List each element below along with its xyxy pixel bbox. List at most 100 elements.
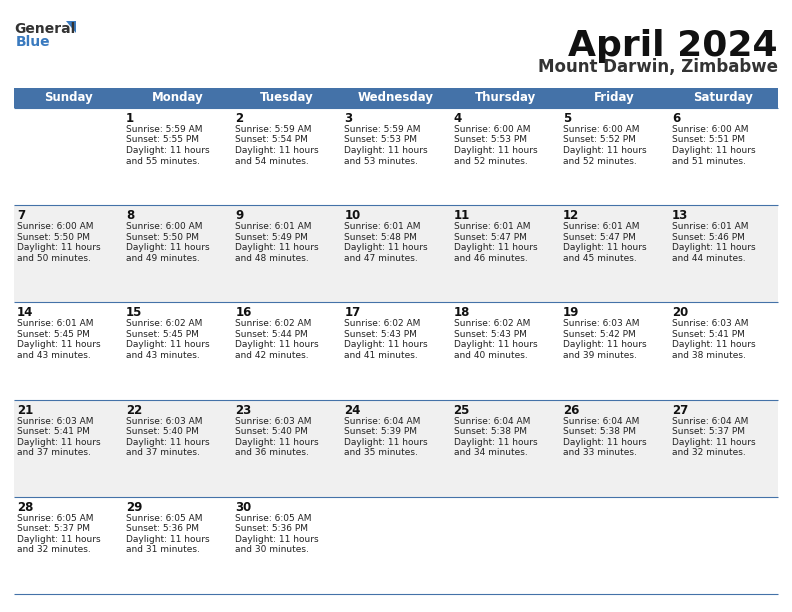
Text: 10: 10 [345,209,360,222]
Text: Daylight: 11 hours: Daylight: 11 hours [126,340,210,349]
Text: and 36 minutes.: and 36 minutes. [235,448,309,457]
Text: 23: 23 [235,403,252,417]
Text: and 37 minutes.: and 37 minutes. [17,448,91,457]
Text: Sunset: 5:43 PM: Sunset: 5:43 PM [454,330,527,339]
Text: and 52 minutes.: and 52 minutes. [562,157,637,165]
Text: Sunset: 5:40 PM: Sunset: 5:40 PM [235,427,308,436]
Text: Sunset: 5:42 PM: Sunset: 5:42 PM [562,330,635,339]
Text: Sunrise: 6:01 AM: Sunrise: 6:01 AM [454,222,530,231]
Text: 25: 25 [454,403,470,417]
Text: and 35 minutes.: and 35 minutes. [345,448,418,457]
Text: Wednesday: Wednesday [358,92,434,105]
Text: and 54 minutes.: and 54 minutes. [235,157,309,165]
Text: Sunrise: 6:05 AM: Sunrise: 6:05 AM [235,514,312,523]
Text: and 46 minutes.: and 46 minutes. [454,254,527,263]
Text: Sunrise: 6:03 AM: Sunrise: 6:03 AM [562,319,639,329]
Text: Daylight: 11 hours: Daylight: 11 hours [454,146,537,155]
Text: Sunset: 5:52 PM: Sunset: 5:52 PM [562,135,636,144]
Text: 19: 19 [562,307,579,319]
Text: Daylight: 11 hours: Daylight: 11 hours [345,340,428,349]
Text: Daylight: 11 hours: Daylight: 11 hours [126,146,210,155]
Text: 18: 18 [454,307,470,319]
Text: Sunset: 5:54 PM: Sunset: 5:54 PM [235,135,308,144]
Text: 16: 16 [235,307,252,319]
Text: Sunset: 5:40 PM: Sunset: 5:40 PM [126,427,199,436]
Text: April 2024: April 2024 [569,29,778,63]
Text: Sunset: 5:36 PM: Sunset: 5:36 PM [235,524,308,533]
Polygon shape [66,21,76,33]
Text: and 33 minutes.: and 33 minutes. [562,448,637,457]
Text: Sunset: 5:36 PM: Sunset: 5:36 PM [126,524,199,533]
Text: Sunrise: 6:01 AM: Sunrise: 6:01 AM [672,222,748,231]
Text: Sunset: 5:37 PM: Sunset: 5:37 PM [17,524,90,533]
Text: Daylight: 11 hours: Daylight: 11 hours [672,438,756,447]
Text: 28: 28 [17,501,33,514]
Text: 21: 21 [17,403,33,417]
Text: Sunset: 5:49 PM: Sunset: 5:49 PM [235,233,308,242]
Text: Daylight: 11 hours: Daylight: 11 hours [17,340,101,349]
Text: Sunrise: 5:59 AM: Sunrise: 5:59 AM [345,125,421,134]
Text: Sunday: Sunday [44,92,93,105]
Text: and 40 minutes.: and 40 minutes. [454,351,527,360]
Text: Sunset: 5:53 PM: Sunset: 5:53 PM [345,135,417,144]
Text: and 53 minutes.: and 53 minutes. [345,157,418,165]
Text: Sunrise: 6:00 AM: Sunrise: 6:00 AM [126,222,203,231]
Bar [14,205,778,302]
Text: Sunrise: 6:02 AM: Sunrise: 6:02 AM [235,319,312,329]
Text: Sunrise: 6:03 AM: Sunrise: 6:03 AM [235,417,312,425]
Text: Sunset: 5:47 PM: Sunset: 5:47 PM [562,233,636,242]
Text: 8: 8 [126,209,135,222]
Text: Sunset: 5:48 PM: Sunset: 5:48 PM [345,233,417,242]
Text: Daylight: 11 hours: Daylight: 11 hours [562,438,646,447]
Text: Sunrise: 6:01 AM: Sunrise: 6:01 AM [235,222,312,231]
Text: and 38 minutes.: and 38 minutes. [672,351,746,360]
Text: Sunrise: 6:03 AM: Sunrise: 6:03 AM [126,417,203,425]
Text: 6: 6 [672,112,680,125]
Text: Saturday: Saturday [694,92,753,105]
Text: and 48 minutes.: and 48 minutes. [235,254,309,263]
Text: 12: 12 [562,209,579,222]
Text: Sunrise: 6:00 AM: Sunrise: 6:00 AM [672,125,748,134]
Text: Sunrise: 5:59 AM: Sunrise: 5:59 AM [235,125,312,134]
Text: 17: 17 [345,307,360,319]
Text: Sunrise: 6:04 AM: Sunrise: 6:04 AM [454,417,530,425]
Bar [14,400,778,497]
Text: Blue: Blue [16,35,51,49]
Text: Daylight: 11 hours: Daylight: 11 hours [235,243,319,252]
Text: Daylight: 11 hours: Daylight: 11 hours [235,146,319,155]
Text: Tuesday: Tuesday [260,92,314,105]
Text: Daylight: 11 hours: Daylight: 11 hours [672,146,756,155]
Text: Sunrise: 6:02 AM: Sunrise: 6:02 AM [454,319,530,329]
Text: 30: 30 [235,501,252,514]
Text: 5: 5 [562,112,571,125]
Text: and 55 minutes.: and 55 minutes. [126,157,200,165]
Text: 29: 29 [126,501,143,514]
Text: Sunset: 5:50 PM: Sunset: 5:50 PM [126,233,199,242]
Text: and 39 minutes.: and 39 minutes. [562,351,637,360]
Text: Daylight: 11 hours: Daylight: 11 hours [345,438,428,447]
Text: Sunrise: 6:00 AM: Sunrise: 6:00 AM [562,125,639,134]
Text: and 31 minutes.: and 31 minutes. [126,545,200,554]
Text: and 32 minutes.: and 32 minutes. [672,448,745,457]
Text: Sunrise: 6:01 AM: Sunrise: 6:01 AM [562,222,639,231]
Text: and 42 minutes.: and 42 minutes. [235,351,309,360]
Text: Sunrise: 6:03 AM: Sunrise: 6:03 AM [17,417,93,425]
Text: 2: 2 [235,112,243,125]
Text: and 52 minutes.: and 52 minutes. [454,157,527,165]
Text: Sunrise: 6:05 AM: Sunrise: 6:05 AM [17,514,93,523]
Text: and 32 minutes.: and 32 minutes. [17,545,91,554]
Text: 26: 26 [562,403,579,417]
Text: 15: 15 [126,307,143,319]
Text: 4: 4 [454,112,462,125]
Text: and 45 minutes.: and 45 minutes. [562,254,637,263]
Text: Daylight: 11 hours: Daylight: 11 hours [672,243,756,252]
Text: Sunrise: 6:02 AM: Sunrise: 6:02 AM [126,319,203,329]
Text: and 47 minutes.: and 47 minutes. [345,254,418,263]
Text: Sunset: 5:45 PM: Sunset: 5:45 PM [17,330,89,339]
Text: and 51 minutes.: and 51 minutes. [672,157,746,165]
Text: 14: 14 [17,307,33,319]
Text: Sunrise: 6:02 AM: Sunrise: 6:02 AM [345,319,421,329]
Text: Sunset: 5:41 PM: Sunset: 5:41 PM [672,330,744,339]
Text: Daylight: 11 hours: Daylight: 11 hours [126,243,210,252]
Text: 9: 9 [235,209,243,222]
